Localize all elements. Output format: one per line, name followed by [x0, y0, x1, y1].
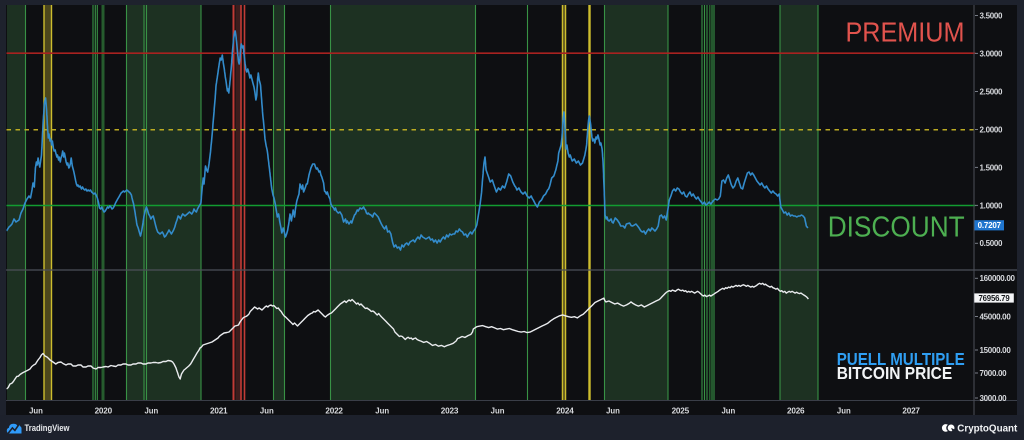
svg-text:76956.79: 76956.79 [979, 294, 1011, 303]
svg-text:2023: 2023 [441, 406, 459, 415]
svg-text:PUELL MULTIPLE: PUELL MULTIPLE [837, 349, 965, 369]
svg-text:Jun: Jun [837, 406, 851, 415]
svg-text:2024: 2024 [556, 406, 574, 415]
svg-text:7000.00: 7000.00 [980, 369, 1008, 378]
svg-text:3.0000: 3.0000 [980, 49, 1004, 58]
svg-text:2020: 2020 [95, 406, 113, 415]
svg-text:15000.00: 15000.00 [980, 346, 1012, 355]
svg-text:160000.00: 160000.00 [980, 274, 1016, 283]
svg-text:1.5000: 1.5000 [980, 163, 1004, 172]
svg-text:0.5000: 0.5000 [980, 239, 1004, 248]
svg-text:2025: 2025 [672, 406, 690, 415]
svg-text:Jun: Jun [144, 406, 158, 415]
svg-text:45000.00: 45000.00 [980, 312, 1012, 321]
svg-text:Jun: Jun [260, 406, 274, 415]
svg-text:Jun: Jun [491, 406, 505, 415]
svg-text:2022: 2022 [325, 406, 343, 415]
svg-text:TradingView: TradingView [25, 423, 71, 433]
svg-text:2026: 2026 [787, 406, 805, 415]
svg-text:2021: 2021 [210, 406, 228, 415]
svg-text:2027: 2027 [902, 406, 920, 415]
svg-text:1.0000: 1.0000 [980, 201, 1004, 210]
svg-text:BITCOIN PRICE: BITCOIN PRICE [837, 363, 953, 383]
svg-text:Jun: Jun [606, 406, 620, 415]
svg-text:2.5000: 2.5000 [980, 87, 1004, 96]
svg-text:0.7207: 0.7207 [978, 221, 1002, 230]
svg-text:3000.00: 3000.00 [980, 394, 1008, 403]
svg-text:Jun: Jun [29, 406, 43, 415]
svg-text:2.0000: 2.0000 [980, 125, 1004, 134]
svg-text:CryptoQuant: CryptoQuant [957, 422, 1017, 434]
svg-text:Jun: Jun [721, 406, 735, 415]
svg-text:DISCOUNT: DISCOUNT [828, 212, 965, 244]
svg-text:3.5000: 3.5000 [980, 11, 1004, 20]
svg-text:Jun: Jun [375, 406, 389, 415]
svg-text:PREMIUM: PREMIUM [846, 17, 965, 48]
